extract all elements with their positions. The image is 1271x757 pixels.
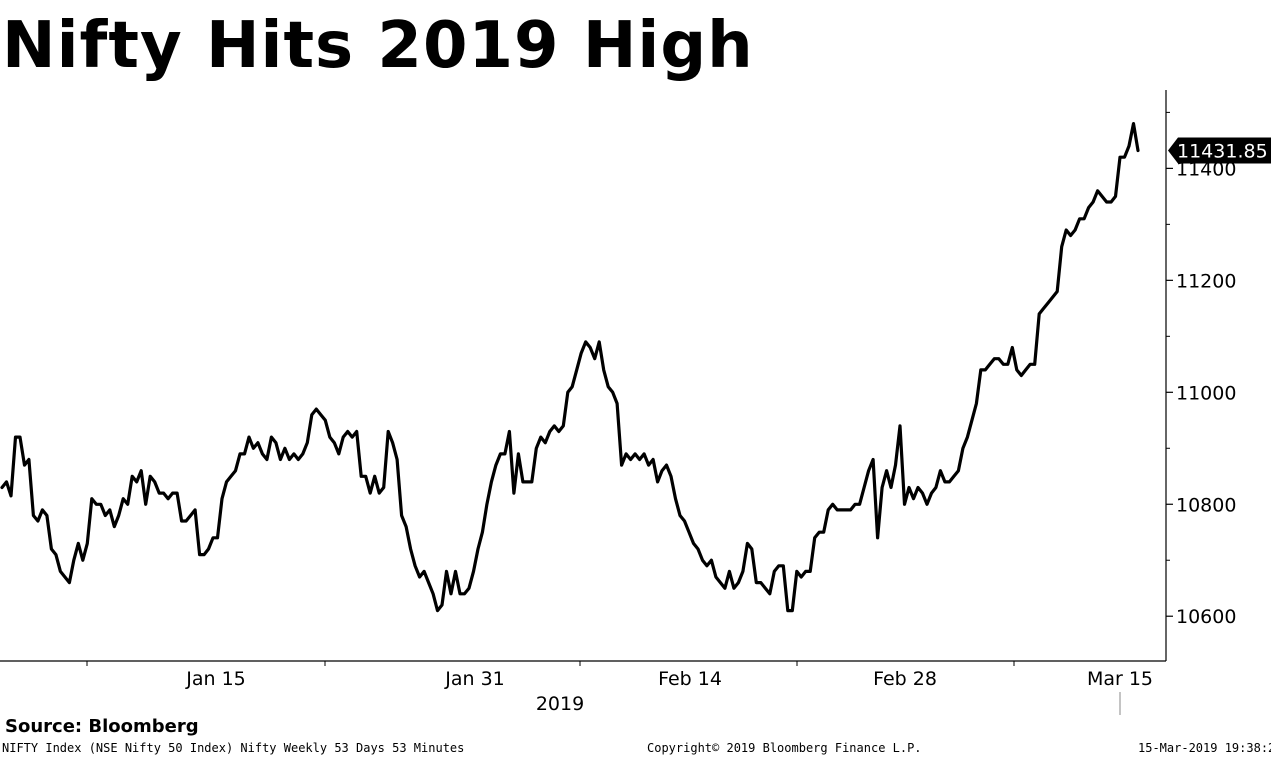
footer-copyright: Copyright© 2019 Bloomberg Finance L.P.	[647, 741, 922, 755]
nifty-series-line	[0, 122, 1140, 613]
y-tick-label: 11400	[1176, 158, 1236, 180]
x-tick-label: Feb 14	[658, 668, 722, 690]
ticks: 10600 10800 11000 11200 11400 Jan 15 Jan 31 Feb…	[86, 111, 1236, 715]
source-note: Source: Bloomberg	[5, 716, 199, 737]
last-value-label: 11431.85	[1177, 141, 1268, 163]
last-value-flag-shape	[1168, 137, 1271, 164]
x-tick-label: Jan 31	[444, 668, 505, 690]
axes	[0, 90, 1167, 662]
y-tick-label: 11200	[1176, 270, 1236, 292]
footer-ticker-info: NIFTY Index (NSE Nifty 50 Index) Nifty W…	[2, 741, 465, 755]
y-tick-label: 10800	[1176, 494, 1236, 516]
last-value-flag: 11431.85	[1168, 137, 1271, 164]
x-tick-label: Feb 28	[873, 668, 937, 690]
x-tick-label: Mar 15	[1087, 668, 1153, 690]
x-axis-year-label: 2019	[536, 693, 584, 715]
chart-title: Nifty Hits 2019 High	[2, 9, 754, 83]
footer-timestamp: 15-Mar-2019 19:38:22	[1138, 741, 1271, 755]
y-tick-label: 10600	[1176, 606, 1236, 628]
y-tick-label: 11000	[1176, 382, 1236, 404]
x-tick-label: Jan 15	[185, 668, 246, 690]
